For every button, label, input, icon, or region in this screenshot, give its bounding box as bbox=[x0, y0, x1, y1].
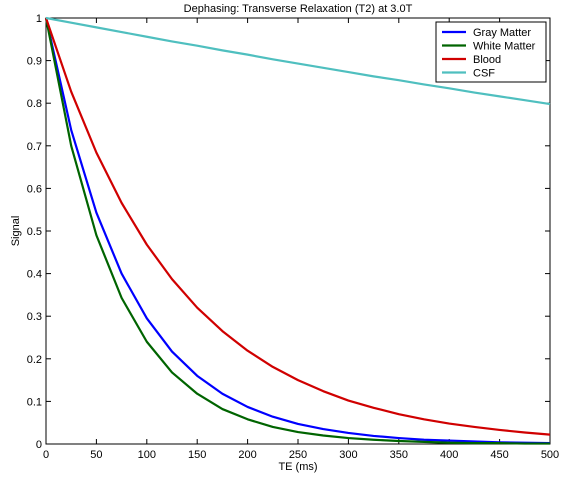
tick-labels: 0 50 100 150 200 250 300 350 400 450 500 0 0.1 0.2 0.3… bbox=[27, 13, 559, 461]
x-tick-label: 450 bbox=[490, 449, 508, 461]
y-tick-label: 0.9 bbox=[27, 56, 42, 68]
legend-label: White Matter bbox=[473, 41, 536, 53]
x-tick-label: 200 bbox=[238, 449, 256, 461]
series-line-blood bbox=[44, 17, 551, 436]
legend-label: Gray Matter bbox=[473, 27, 531, 39]
series-line-csf bbox=[45, 16, 551, 106]
series-lines bbox=[44, 16, 551, 445]
y-tick-label: 0.7 bbox=[27, 141, 42, 153]
x-tick-label: 100 bbox=[138, 449, 156, 461]
y-tick-label: 0.8 bbox=[27, 98, 42, 110]
y-tick-label: 0.5 bbox=[27, 226, 42, 238]
x-tick-label: 350 bbox=[390, 449, 408, 461]
chart-title: Dephasing: Transverse Relaxation (T2) at… bbox=[184, 3, 413, 15]
x-tick-label: 150 bbox=[188, 449, 206, 461]
y-tick-label: 0.4 bbox=[27, 269, 42, 281]
y-tick-label: 0.2 bbox=[27, 354, 42, 366]
legend-label: CSF bbox=[473, 68, 495, 80]
x-tick-label: 0 bbox=[43, 449, 49, 461]
series-line-gray-matter bbox=[44, 17, 551, 445]
x-tick-label: 250 bbox=[289, 449, 307, 461]
y-tick-label: 0 bbox=[36, 439, 42, 451]
y-tick-label: 0.1 bbox=[27, 396, 42, 408]
y-tick-label: 0.3 bbox=[27, 311, 42, 323]
y-tick-label: 0.6 bbox=[27, 183, 42, 195]
y-axis-label: Signal bbox=[10, 216, 22, 247]
x-tick-label: 300 bbox=[339, 449, 357, 461]
x-tick-label: 400 bbox=[440, 449, 458, 461]
legend-label: Blood bbox=[473, 54, 501, 66]
x-axis-label: TE (ms) bbox=[278, 461, 317, 473]
x-tick-label: 500 bbox=[541, 449, 559, 461]
x-tick-label: 50 bbox=[90, 449, 102, 461]
y-tick-label: 1 bbox=[36, 13, 42, 25]
series-line-white-matter bbox=[44, 17, 550, 445]
